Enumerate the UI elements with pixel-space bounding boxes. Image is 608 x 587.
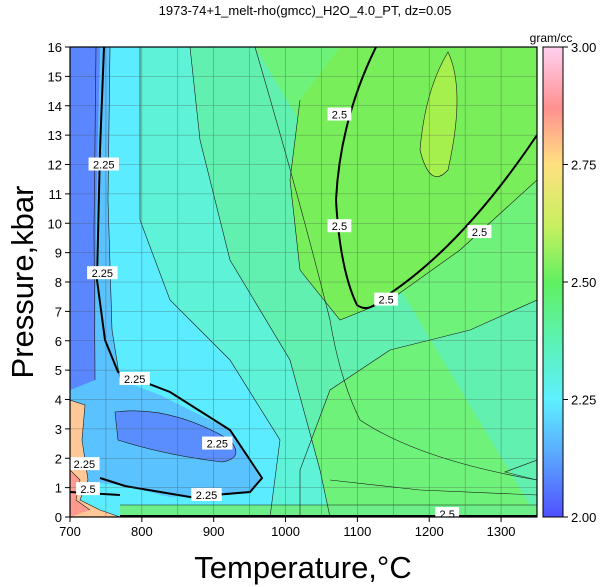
contour-label-box [327,219,352,233]
contour-label-text: 2.5 [332,110,347,122]
contour-label: 2.5 [435,507,460,521]
contour-label-text: 2.25 [196,490,217,502]
y-tick-label: 0 [55,510,62,525]
y-tick-label: 2 [55,451,62,466]
colorbar-ticks: 2.00 2.25 2.50 2.75 3.00 [563,40,596,525]
contour-label-text: 2.25 [207,439,228,451]
colorbar-tick-label: 2.75 [571,158,596,173]
contour-label-text: 2.25 [92,268,113,280]
contour-label-box [202,436,233,450]
x-tick-label: 1000 [271,524,300,539]
contour-label: 2.25 [70,457,100,471]
y-tick-label: 8 [55,275,62,290]
y-tick-label: 10 [48,216,62,231]
x-axis-ticks: 700 800 900 1000 1100 1200 1300 [59,517,516,539]
contour-label-box [70,457,100,471]
colorbar-tick-label: 2.25 [571,393,596,408]
plot-area: 2.25 2.25 2.25 2.25 2.25 2.25 2.5 2.5 2.5 2.5 2.5 2… [70,47,537,521]
y-tick-label: 9 [55,246,62,261]
x-tick-label: 1200 [415,524,444,539]
density-region-max [290,47,537,320]
contour-label: 2.5 [327,107,352,122]
y-tick-label: 3 [55,422,62,437]
y-tick-label: 1 [55,481,62,496]
contour-label-box [191,487,222,501]
plot-grid [70,47,537,517]
contour-label-box [88,157,119,171]
y-tick-label: 16 [48,40,62,55]
contour-label-box [467,225,492,239]
contour-label-text: 2.5 [472,227,487,239]
contour-label-text: 2.5 [440,509,455,521]
x-tick-label: 900 [203,524,225,539]
y-tick-label: 7 [55,304,62,319]
contour-label: 2.25 [87,266,118,280]
colorbar-tick-label: 2.50 [571,275,596,290]
x-tick-label: 1100 [343,524,371,539]
contour-label-box [87,266,118,280]
contour-label-text: 2.25 [124,374,145,386]
contour-label: 2.5 [467,225,492,239]
y-tick-label: 14 [48,99,62,114]
colorbar-unit: gram/cc [530,31,573,45]
x-tick-label: 1300 [487,524,516,539]
y-tick-label: 13 [48,128,62,143]
y-axis-label: Pressure,kbar [5,186,40,379]
y-tick-label: 11 [49,187,63,202]
contour-label: 2.5 [76,482,100,496]
contour-label-text: 2.25 [74,459,95,471]
density-region-min [70,47,100,390]
contour-label-box [76,482,100,496]
contour-label-box [435,507,460,517]
y-tick-label: 12 [48,158,62,173]
density-region-lower [70,47,260,497]
y-tick-label: 4 [55,393,62,408]
contour-label: 2.25 [191,487,222,502]
contour-label-box [374,292,399,306]
x-axis-label: Temperature,°C [194,550,411,585]
contour-label: 2.25 [119,371,150,386]
contour-label: 2.25 [88,157,119,172]
contour-label: 2.5 [374,292,399,307]
x-tick-label: 800 [131,524,153,539]
contour-label: 2.25 [202,436,233,451]
contour-label-box [119,371,150,385]
contour-label-box [327,107,352,121]
colorbar-tick-label: 3.00 [571,40,596,55]
contour-label-text: 2.5 [80,484,95,496]
y-tick-label: 15 [48,69,62,84]
contour-labels: 2.25 2.25 2.25 2.25 2.25 2.25 2.5 2.5 2.5 2.5 2.5 2… [70,107,492,521]
y-tick-label: 5 [55,363,62,378]
contour-label-text: 2.25 [93,160,114,172]
density-region-hot-core [70,470,90,517]
x-tick-label: 700 [59,524,81,539]
colorbar-gradient [542,46,564,518]
chart-title: 1973-74+1_melt-rho(gmcc)_H2O_4.0_PT, dz=… [159,3,452,18]
colorbar-tick-label: 2.00 [571,510,596,525]
colorbar: gram/cc 2.00 2.25 2.50 2.75 3.00 [530,31,597,525]
contour-label-text: 2.5 [378,295,393,307]
contour-label: 2.5 [327,219,352,233]
contour-label-text: 2.5 [332,221,347,233]
y-tick-label: 6 [55,334,62,349]
